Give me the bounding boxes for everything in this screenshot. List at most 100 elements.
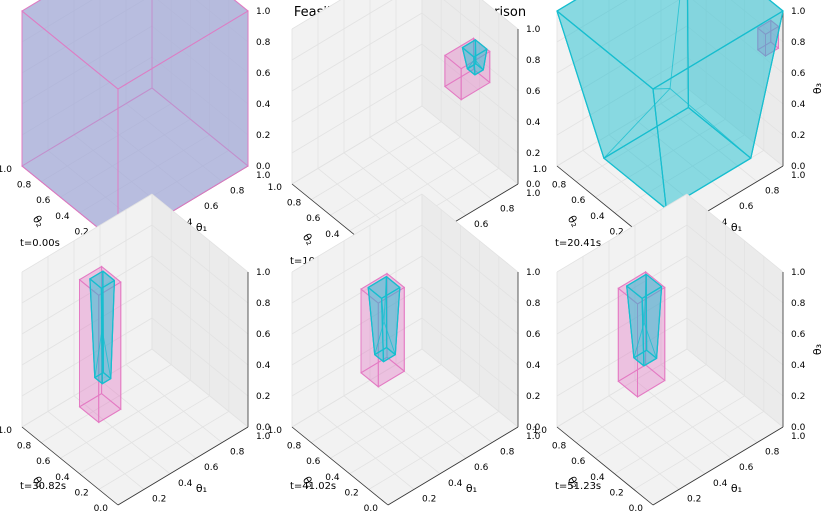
y-tick-label: 0.6 [36,457,51,467]
grid-line [421,255,519,335]
inner-feasible-set [626,273,663,367]
grid-line [291,193,423,273]
subplot-1: 0.00.20.40.60.81.00.00.20.40.60.81.00.00… [0,0,271,259]
y-tick-label: 0.0 [629,504,644,514]
grid-line [310,364,442,443]
x-tick-label: 0.6 [739,202,754,212]
z-tick-label: 1.0 [256,7,271,17]
y-tick-label: 0.6 [306,214,321,224]
y-tick-label: 0.8 [17,181,32,191]
y-tick-label: 0.4 [55,473,70,483]
y-tick-label: 1.0 [533,165,548,175]
y-tick-label: 0.2 [74,488,88,498]
y-axis-line [556,426,654,506]
z-tick-label: 0.8 [526,56,541,66]
grid-line [686,348,784,428]
y-tick-label: 0.8 [287,442,302,452]
grid-line [291,255,423,335]
back-pane [557,0,687,166]
y-tick-label: 0.0 [94,504,109,514]
y-tick-label: 0.8 [17,442,32,452]
grid-line [608,395,706,475]
grid-line [310,121,442,200]
grid-lines [21,193,249,506]
z-tick-label: 1.0 [526,25,541,35]
grid-line [60,379,191,459]
z-tick-label: 0.2 [791,131,805,141]
grid-line [349,152,480,232]
grid-line [47,411,145,490]
grid-line [98,411,230,490]
grid-line [291,74,423,154]
z-tick-label: 0.8 [791,299,806,309]
inner-feasible-set [367,276,401,363]
floor-pane [292,106,518,262]
grid-line [686,255,784,335]
subplot-6: 0.20.40.60.81.00.00.20.40.60.81.0 0.00.20… [533,193,824,514]
floor-pane [22,349,248,505]
grid-line [556,224,688,304]
grid-line [582,411,680,490]
z-tick-label: 1.0 [256,268,271,278]
inner-hull-edge [669,88,752,159]
y-tick-label: 1.0 [533,426,548,436]
inner-hull-edge [467,58,476,70]
grid-line [60,118,191,198]
grid-line [151,56,249,136]
y-tick-label: 0.4 [325,473,340,483]
grid-line [330,136,461,216]
y-tick-label: 1.0 [0,165,12,175]
grid-line [151,255,249,335]
time-label: t=41.02s [290,481,336,492]
grid-line [395,121,493,200]
y-tick-label: 0.4 [55,212,70,222]
grid-line [686,286,784,366]
x-axis-label: θ₁ [196,221,207,234]
grid-line [151,224,249,304]
inner-hull-edge [381,298,385,322]
back-pane [557,194,687,427]
x-tick-label: 0.2 [152,494,166,504]
grid-line [21,348,153,428]
grid-line [73,395,171,475]
back-pane [22,0,152,166]
x-tick-label: 0.8 [765,448,780,458]
grid-line [575,103,707,182]
grid-line [556,56,688,136]
x-tick-label: 0.4 [178,479,193,489]
grid-line [421,286,519,366]
grid-line [125,364,223,443]
z-tick-label: 1.0 [791,7,806,17]
x-tick-label: 1.0 [791,171,806,181]
z-tick-label: 0.8 [256,38,271,48]
grid-line [291,0,342,30]
z-axis-label: θ₃ [811,83,824,94]
outer-box-face [444,37,491,70]
y-tick-label: 0.2 [74,227,88,237]
grid-line [157,0,249,74]
grid-line [291,43,423,123]
grid-line [330,379,461,459]
inner-hull-edge [603,88,671,159]
grid-line [291,12,423,92]
grid-line [686,224,784,304]
grid-line [686,25,784,105]
grid-lines [291,193,519,506]
floor-pane [557,88,783,244]
grid-line [421,43,519,123]
grid-line [21,224,153,304]
z-tick-label: 0.2 [256,392,270,402]
grid-line [575,364,707,443]
inner-hull-edge [383,276,387,322]
x-axis-line [117,426,249,506]
inner-hull-edge [633,322,645,358]
back-pane [22,194,152,427]
subplot-5: 0.20.40.60.81.00.00.20.40.60.81.0 0.00.20… [268,193,541,514]
grid-line [151,317,249,397]
z-tick-label: 0.0 [256,423,271,433]
grid-line [634,379,732,459]
y-tick-label: 1.0 [268,183,283,193]
x-tick-label: 0.4 [448,479,463,489]
y-tick-label: 1.0 [0,426,12,436]
